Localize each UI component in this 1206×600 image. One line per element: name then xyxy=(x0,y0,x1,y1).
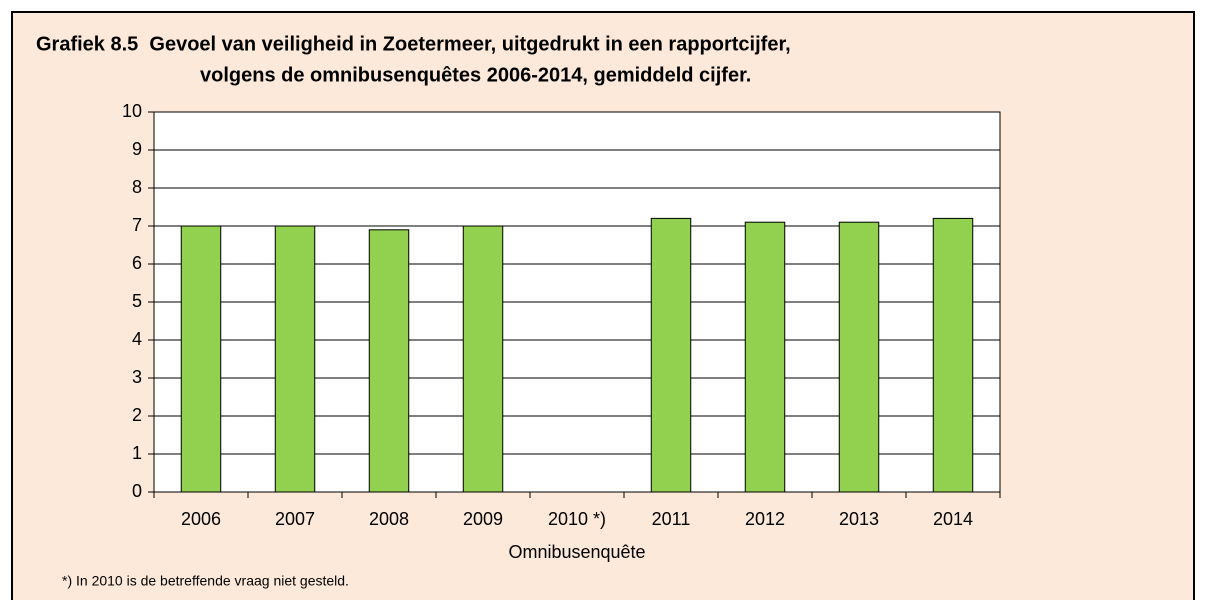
bar xyxy=(368,229,410,493)
bar xyxy=(180,225,222,493)
bar xyxy=(462,225,504,493)
bar xyxy=(274,225,316,493)
x-tick-label: 2009 xyxy=(463,509,503,529)
x-tick-label: 2011 xyxy=(652,509,691,529)
y-tick-label: 5 xyxy=(132,291,142,311)
bar xyxy=(932,217,974,493)
footnote: *) In 2010 is de betreffende vraag niet … xyxy=(62,573,349,589)
x-tick-label: 2012 xyxy=(745,509,785,529)
chart-title: volgens de omnibusenquêtes 2006-2014, ge… xyxy=(200,64,751,86)
bar xyxy=(838,221,880,493)
x-tick-label: 2008 xyxy=(369,509,409,529)
y-tick-label: 8 xyxy=(132,177,142,197)
x-tick-label: 2006 xyxy=(181,509,221,529)
y-tick-label: 4 xyxy=(132,329,142,349)
bar xyxy=(650,217,692,493)
x-axis-label: Omnibusenquête xyxy=(508,542,645,562)
y-tick-label: 7 xyxy=(132,215,142,235)
x-tick-label: 2013 xyxy=(839,509,879,529)
bar xyxy=(744,221,786,493)
y-tick-label: 1 xyxy=(132,443,142,463)
chart-title: Grafiek 8.5 Gevoel van veiligheid in Zoe… xyxy=(36,33,791,55)
x-tick-label: 2010 *) xyxy=(548,509,606,529)
y-tick-label: 2 xyxy=(132,405,142,425)
y-tick-label: 10 xyxy=(122,101,142,121)
y-tick-label: 0 xyxy=(132,481,142,501)
y-tick-label: 6 xyxy=(132,253,142,273)
y-tick-label: 3 xyxy=(132,367,142,387)
x-tick-label: 2007 xyxy=(275,509,315,529)
y-tick-label: 9 xyxy=(132,139,142,159)
x-tick-label: 2014 xyxy=(933,509,973,529)
